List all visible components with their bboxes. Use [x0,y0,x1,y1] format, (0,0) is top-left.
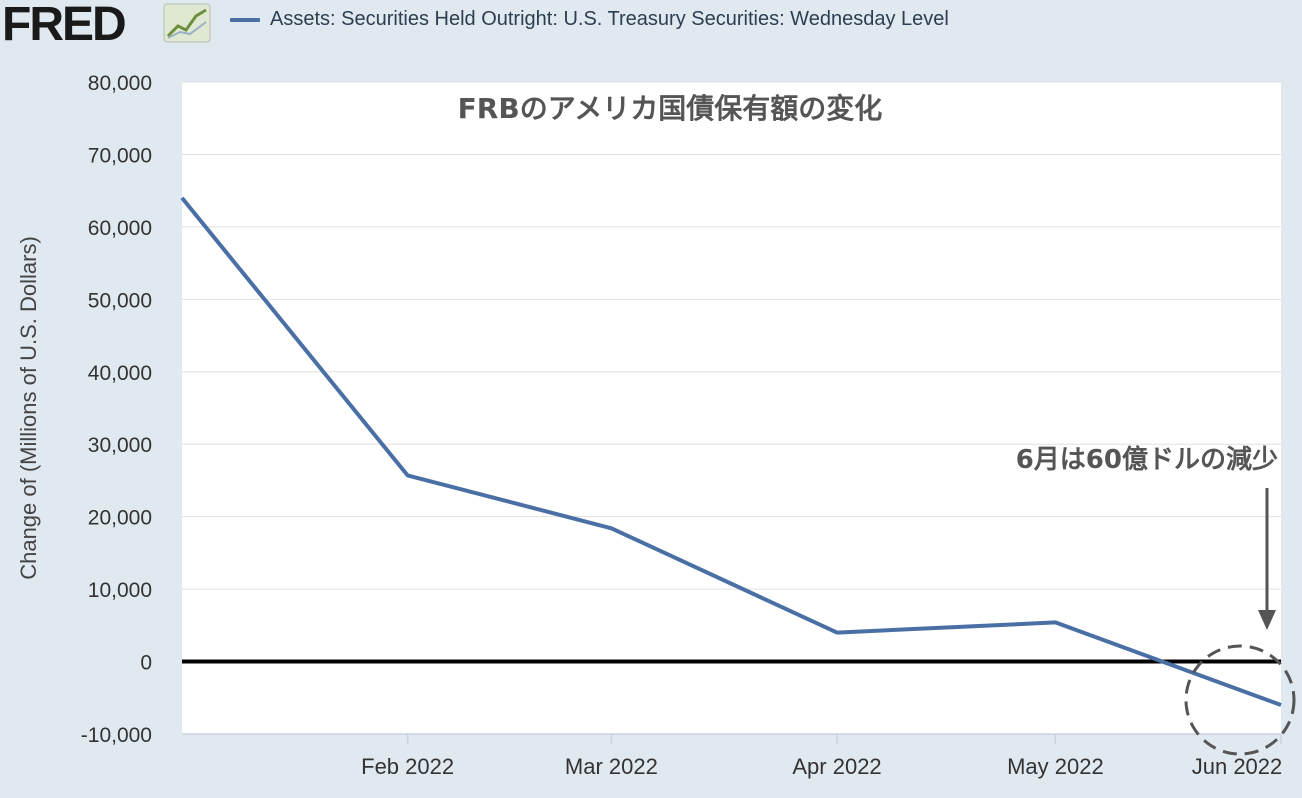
plot-area [182,82,1281,734]
x-tick-label: May 2022 [1007,754,1104,779]
y-tick-label: 50,000 [88,289,152,312]
y-tick-label: 40,000 [88,362,152,385]
y-tick-label: 20,000 [88,507,152,530]
x-axis: Feb 2022 Mar 2022 Apr 2022 May 2022 Jun 2022 [182,733,1283,779]
annotation-circle [1184,644,1296,756]
y-tick-label: 10,000 [88,579,152,602]
chart-header: FRED Assets: Securities Held Outright: U… [0,0,1302,46]
x-tick-label: Jun 2022 [1192,754,1283,779]
x-tick-label: Mar 2022 [565,754,658,779]
y-tick-label: -10,000 [81,724,152,747]
y-axis: 80,000 70,000 60,000 50,000 40,000 30,000 20,0… [81,72,152,747]
chart-annotation-title: FRBのアメリカ国債保有額の変化 [458,92,883,125]
x-tick-label: Feb 2022 [361,754,454,779]
legend-label: Assets: Securities Held Outright: U.S. T… [270,8,949,30]
y-tick-label: 80,000 [88,72,152,95]
chart-icon [163,3,211,43]
y-tick-label: 0 [140,652,152,675]
fred-logo[interactable]: FRED [0,0,215,46]
series-line [180,196,1282,707]
x-tick-label: Apr 2022 [792,754,881,779]
y-tick-label: 70,000 [88,144,152,167]
legend-swatch [230,18,260,22]
y-tick-label: 30,000 [88,434,152,457]
chart-annotation-note: 6月は60億ドルの減少 [1016,445,1278,475]
annotation-arrow [1258,488,1276,630]
fred-logo-text: FRED [2,0,125,46]
y-tick-label: 60,000 [88,217,152,240]
y-axis-label: Change of (Millions of U.S. Dollars) [16,236,41,580]
